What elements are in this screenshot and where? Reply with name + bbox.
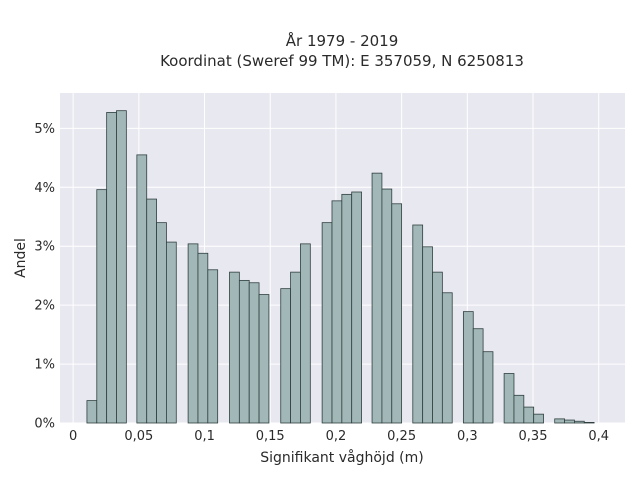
histogram-bar bbox=[258, 294, 270, 424]
histogram-bar bbox=[300, 243, 311, 424]
y-tick-label: 4% bbox=[34, 181, 55, 196]
histogram-bar bbox=[248, 282, 260, 424]
x-tick-label: 0,25 bbox=[387, 429, 416, 444]
histogram-bar bbox=[290, 271, 301, 424]
x-tick-label: 0 bbox=[69, 429, 77, 444]
histogram-bar bbox=[136, 154, 148, 424]
y-axis-label: Andel bbox=[13, 238, 29, 278]
chart-title-line2: Koordinat (Sweref 99 TM): E 357059, N 62… bbox=[160, 52, 524, 70]
y-tick-label: 0% bbox=[34, 417, 55, 432]
histogram-bar bbox=[280, 288, 291, 424]
histogram-bar bbox=[96, 189, 108, 424]
histogram-bar bbox=[229, 271, 240, 424]
histogram-bar bbox=[381, 188, 393, 424]
histogram-bar bbox=[412, 224, 424, 424]
histogram-bar bbox=[207, 269, 219, 424]
histogram-bar bbox=[432, 271, 443, 424]
x-axis-label: Signifikant våghöjd (m) bbox=[260, 449, 423, 466]
x-tick-label: 0,3 bbox=[457, 429, 478, 444]
y-tick-label: 2% bbox=[34, 299, 55, 314]
histogram-bar bbox=[441, 292, 453, 424]
histogram-bar bbox=[238, 279, 250, 424]
histogram-bar bbox=[106, 112, 117, 424]
y-tick-label: 3% bbox=[34, 240, 55, 255]
histogram-bar bbox=[583, 422, 595, 424]
x-tick-label: 0,4 bbox=[588, 429, 609, 444]
histogram-bar bbox=[197, 252, 209, 424]
histogram-bar bbox=[166, 241, 177, 424]
x-tick-labels: 0 0,05 0,1 0,15 0,2 0,25 0,3 0,35 0,4 bbox=[69, 429, 609, 444]
x-tick-label: 0,2 bbox=[326, 429, 347, 444]
y-tick-label: 1% bbox=[34, 358, 55, 373]
histogram-bar bbox=[391, 203, 403, 424]
x-tick-label: 0,1 bbox=[194, 429, 215, 444]
histogram-bar bbox=[116, 110, 127, 424]
histogram-bar bbox=[341, 193, 353, 424]
histogram-bar bbox=[351, 191, 362, 424]
histogram-bar bbox=[321, 222, 333, 424]
histogram-bar bbox=[533, 413, 544, 424]
histogram-bar bbox=[523, 406, 535, 424]
histogram-bar bbox=[146, 198, 157, 424]
chart-title-line1: År 1979 - 2019 bbox=[286, 31, 399, 50]
histogram-bar bbox=[503, 373, 515, 424]
histogram-bar bbox=[422, 246, 433, 424]
histogram-bar bbox=[187, 243, 199, 424]
x-tick-label: 0,15 bbox=[256, 429, 285, 444]
histogram-bar bbox=[482, 351, 494, 424]
histogram-bar bbox=[86, 400, 98, 424]
histogram-bar bbox=[554, 418, 565, 424]
x-tick-label: 0,05 bbox=[124, 429, 153, 444]
histogram-bar bbox=[472, 328, 484, 424]
histogram-bar bbox=[371, 172, 383, 424]
histogram-bar bbox=[331, 200, 343, 424]
x-tick-label: 0,35 bbox=[519, 429, 548, 444]
histogram-bar bbox=[513, 394, 525, 424]
histogram-bar bbox=[564, 419, 575, 424]
y-tick-label: 5% bbox=[34, 122, 55, 137]
y-tick-labels: 0% 1% 2% 3% 4% 5% bbox=[34, 122, 55, 432]
histogram-bar bbox=[462, 311, 474, 424]
histogram-bar bbox=[156, 222, 167, 424]
histogram-bars bbox=[86, 110, 595, 424]
histogram-bar bbox=[574, 420, 585, 424]
